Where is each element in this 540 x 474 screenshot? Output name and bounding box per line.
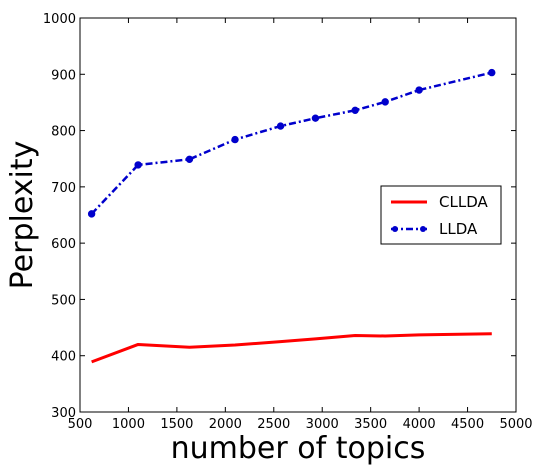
y-tick-label: 700 bbox=[51, 181, 76, 196]
data-point-llda bbox=[311, 114, 320, 122]
x-tick-label: 3500 bbox=[354, 417, 387, 432]
legend-label-llda: LLDA bbox=[439, 220, 478, 238]
y-tick-label: 600 bbox=[51, 237, 76, 252]
x-tick-label: 2500 bbox=[257, 417, 290, 432]
y-tick-label: 400 bbox=[51, 350, 76, 365]
x-tick-label: 5000 bbox=[499, 417, 532, 432]
data-point-llda bbox=[134, 161, 142, 169]
x-tick-label: 4000 bbox=[403, 417, 436, 432]
legend-label-cllda: CLLDA bbox=[439, 193, 488, 211]
data-point-llda bbox=[488, 68, 496, 77]
y-tick-label: 900 bbox=[51, 68, 76, 83]
y-axis-ticks: 300 400 500 600 700 800 900 1000 bbox=[43, 12, 516, 421]
x-tick-label: 500 bbox=[68, 417, 93, 432]
data-point-llda bbox=[87, 210, 96, 218]
legend-marker-llda bbox=[420, 226, 426, 232]
data-point-llda bbox=[415, 86, 423, 94]
x-tick-label: 1500 bbox=[160, 417, 193, 432]
y-tick-label: 500 bbox=[51, 293, 76, 308]
legend-marker-llda bbox=[392, 226, 398, 232]
series-line-cllda bbox=[91, 332, 492, 364]
data-point-llda bbox=[185, 155, 194, 163]
legend: CLLDA LLDA bbox=[380, 185, 502, 245]
x-tick-label: 1000 bbox=[112, 417, 145, 432]
x-axis-title: number of topics bbox=[171, 431, 426, 466]
series-line-llda bbox=[90, 71, 493, 215]
y-tick-label: 300 bbox=[51, 406, 76, 421]
x-tick-label: 2000 bbox=[209, 417, 242, 432]
x-tick-label: 3000 bbox=[306, 417, 339, 432]
y-tick-label: 800 bbox=[51, 125, 76, 140]
data-point-llda bbox=[276, 122, 285, 130]
series-layer bbox=[87, 68, 496, 364]
data-point-llda bbox=[231, 135, 239, 144]
x-tick-label: 4500 bbox=[451, 417, 484, 432]
data-point-llda bbox=[381, 98, 389, 106]
y-axis-title: Perplexity bbox=[5, 141, 40, 290]
data-point-llda bbox=[351, 106, 359, 115]
x-axis-ticks: 500 1000 1500 2000 2500 3000 3500 4000 4500 5000 bbox=[68, 18, 533, 432]
y-tick-label: 1000 bbox=[43, 12, 76, 27]
legend-box bbox=[380, 185, 502, 245]
